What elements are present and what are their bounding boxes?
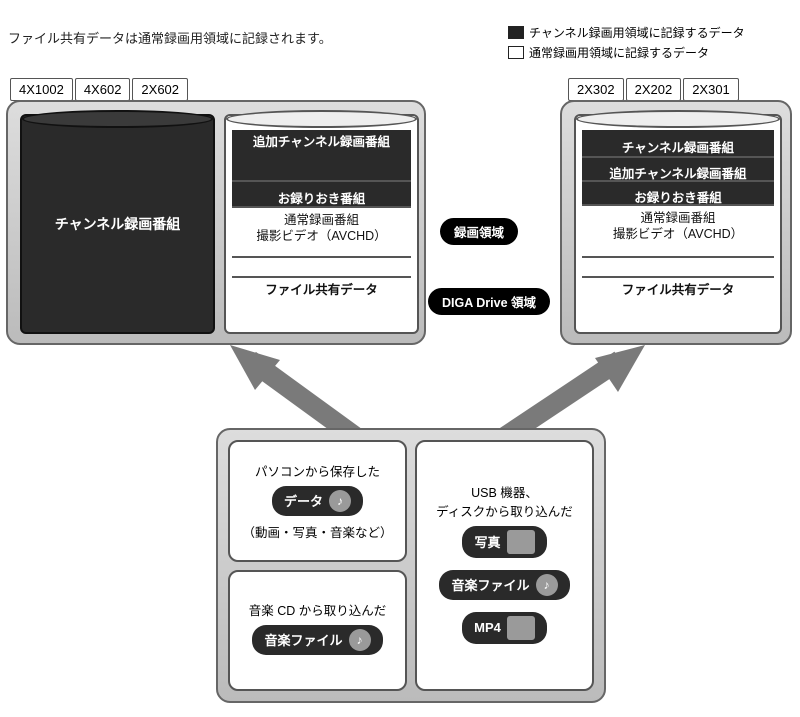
left-dark-cylinder-label: チャンネル録画番組 xyxy=(55,214,181,234)
source-usb-photo: 写真 xyxy=(462,526,546,558)
right-storage-container: チャンネル録画番組追加チャンネル録画番組お録りおき番組通常録画番組 撮影ビデオ（… xyxy=(560,100,792,345)
storage-segment: ファイル共有データ xyxy=(232,276,411,320)
badge-label: 音楽ファイル xyxy=(451,575,529,594)
source-cd-badge: 音楽ファイル ♪ xyxy=(252,625,382,655)
legend-swatch-light xyxy=(508,46,524,59)
right-cylinder: チャンネル録画番組追加チャンネル録画番組お録りおき番組通常録画番組 撮影ビデオ（… xyxy=(574,114,782,334)
top-note: ファイル共有データは通常録画用領域に記録されます。 xyxy=(8,28,332,47)
badge-label: データ xyxy=(284,491,323,510)
data-sources-box: パソコンから保存した データ ♪ （動画・写真・音楽など） USB 機器、 ディ… xyxy=(216,428,606,703)
storage-segment: ファイル共有データ xyxy=(582,276,774,320)
left-storage-container: チャンネル録画番組 追加チャンネル録画番組お録りおき番組通常録画番組 撮影ビデオ… xyxy=(6,100,426,345)
storage-segment: 通常録画番組 撮影ビデオ（AVCHD） xyxy=(582,206,774,258)
music-note-icon: ♪ xyxy=(536,574,558,596)
model-tab: 2X302 xyxy=(568,78,624,101)
model-tab: 4X602 xyxy=(75,78,131,101)
source-usb-mp4: MP4 xyxy=(462,612,547,644)
recording-area-pill: 録画領域 xyxy=(440,218,518,245)
model-tab: 4X1002 xyxy=(10,78,73,101)
model-tab: 2X202 xyxy=(626,78,682,101)
storage-segment: 追加チャンネル録画番組 xyxy=(232,130,411,182)
model-tabs-right: 2X302 2X202 2X301 xyxy=(568,78,739,101)
source-pc-sub: （動画・写真・音楽など） xyxy=(242,522,392,541)
source-usb-title: USB 機器、 ディスクから取り込んだ xyxy=(436,482,573,520)
music-note-icon: ♪ xyxy=(329,490,351,512)
storage-segment: 追加チャンネル録画番組 xyxy=(582,158,774,182)
badge-label: MP4 xyxy=(474,620,501,635)
source-cd-title: 音楽 CD から取り込んだ xyxy=(249,600,387,619)
source-usb-music: 音楽ファイル ♪ xyxy=(439,570,569,600)
source-pc-title: パソコンから保存した xyxy=(255,461,380,480)
storage-segment: 通常録画番組 撮影ビデオ（AVCHD） xyxy=(232,208,411,258)
source-pc-badge: データ ♪ xyxy=(272,486,363,516)
music-note-icon: ♪ xyxy=(349,629,371,651)
model-tab: 2X602 xyxy=(132,78,188,101)
source-cd: 音楽 CD から取り込んだ 音楽ファイル ♪ xyxy=(228,570,407,692)
source-pc: パソコンから保存した データ ♪ （動画・写真・音楽など） xyxy=(228,440,407,562)
film-icon xyxy=(507,616,535,640)
legend: チャンネル録画用領域に記録するデータ 通常録画用領域に記録するデータ xyxy=(508,24,745,64)
legend-light-label: 通常録画用領域に記録するデータ xyxy=(529,44,709,61)
left-light-cylinder: 追加チャンネル録画番組お録りおき番組通常録画番組 撮影ビデオ（AVCHD） ファイ… xyxy=(224,114,419,334)
legend-dark-label: チャンネル録画用領域に記録するデータ xyxy=(529,24,745,41)
photo-icon xyxy=(507,530,535,554)
left-dark-cylinder: チャンネル録画番組 xyxy=(20,114,215,334)
legend-swatch-dark xyxy=(508,26,524,39)
badge-label: 音楽ファイル xyxy=(264,630,342,649)
storage-segment: お録りおき番組 xyxy=(582,182,774,206)
storage-segment: お録りおき番組 xyxy=(232,182,411,208)
model-tabs-left: 4X1002 4X602 2X602 xyxy=(10,78,188,101)
storage-segment: チャンネル録画番組 xyxy=(582,130,774,158)
badge-label: 写真 xyxy=(474,532,500,551)
source-usb: USB 機器、 ディスクから取り込んだ 写真 音楽ファイル ♪ MP4 xyxy=(415,440,594,691)
diga-drive-area-pill: DIGA Drive 領域 xyxy=(428,288,550,315)
model-tab: 2X301 xyxy=(683,78,739,101)
